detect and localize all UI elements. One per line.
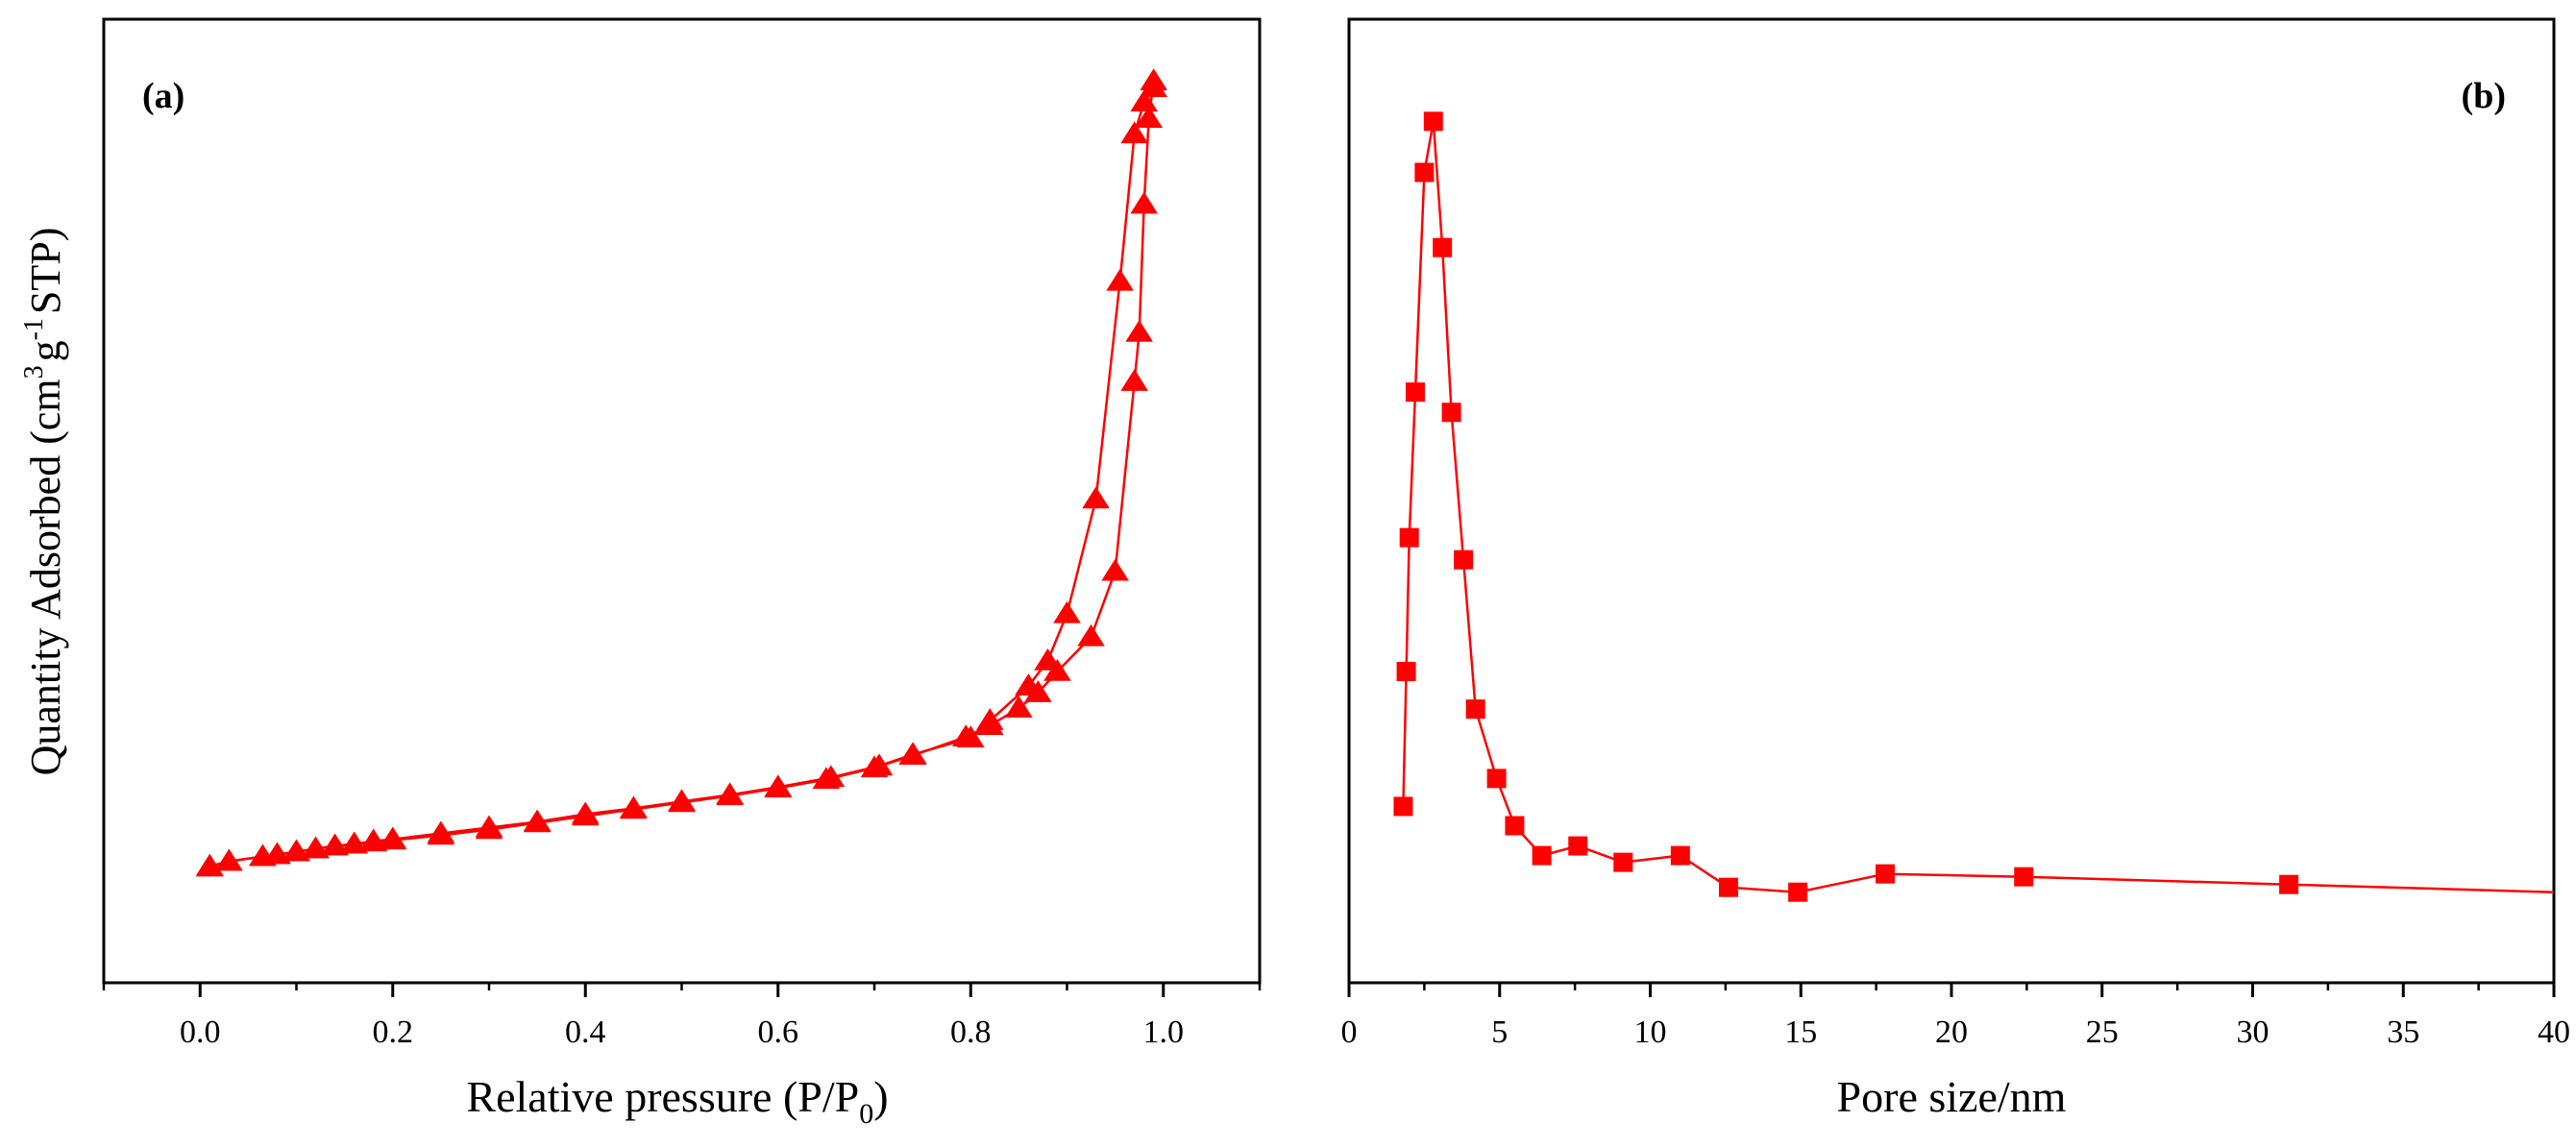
- data-point-square: [1719, 877, 1739, 897]
- data-point-square: [1399, 527, 1419, 548]
- data-point-triangle: [1106, 268, 1134, 291]
- x-tick-label: 0.2: [373, 1014, 414, 1050]
- data-point-square: [1393, 796, 1413, 817]
- y-axis-label-a: Quantity Adsorbed (cm3g-1STP): [19, 228, 69, 776]
- data-point-square: [2279, 874, 2299, 894]
- data-point-triangle: [1130, 191, 1158, 214]
- x-axis-label-b: Pore size/nm: [1837, 1072, 2067, 1121]
- data-point-triangle: [668, 789, 696, 812]
- x-tick-label: 1.0: [1143, 1014, 1185, 1050]
- data-point-triangle: [1077, 623, 1105, 647]
- data-point-triangle: [1125, 319, 1153, 342]
- data-point-triangle: [1034, 647, 1062, 671]
- data-point-triangle: [1130, 89, 1158, 112]
- data-point-triangle: [865, 753, 894, 776]
- data-point-triangle: [523, 809, 552, 832]
- data-point-square: [1505, 816, 1525, 836]
- data-point-square: [1486, 769, 1507, 789]
- x-axis-label-a: Relative pressure (P/P0): [466, 1072, 888, 1130]
- data-point-square: [1414, 162, 1435, 183]
- data-point-triangle: [215, 848, 243, 871]
- data-point-triangle: [764, 774, 793, 797]
- data-point-triangle: [1053, 600, 1081, 623]
- data-point-square: [1423, 111, 1443, 132]
- x-tick-label: 0.0: [180, 1014, 221, 1050]
- data-point-triangle: [1135, 106, 1164, 129]
- series-line-desorption: [209, 86, 1155, 867]
- data-point-square: [1876, 864, 1896, 884]
- data-point-triangle: [956, 725, 985, 747]
- data-point-square: [1433, 237, 1453, 257]
- data-point-square: [1788, 882, 1808, 902]
- data-point-square: [1405, 382, 1425, 403]
- data-point-square: [1465, 699, 1485, 720]
- data-point-square: [2014, 867, 2034, 887]
- data-point-triangle: [898, 742, 927, 765]
- x-tick-label: 0: [1341, 1014, 1358, 1050]
- data-point-triangle: [1005, 696, 1033, 718]
- x-tick-label: 35: [2387, 1014, 2419, 1050]
- data-point-triangle: [620, 795, 648, 818]
- x-tick-label: 30: [2237, 1014, 2269, 1050]
- data-point-square: [1441, 403, 1461, 423]
- series-line-adsorption: [209, 81, 1155, 868]
- data-point-square: [1568, 836, 1588, 856]
- panel-label-b: (b): [2462, 76, 2506, 116]
- data-point-triangle: [1120, 369, 1148, 391]
- data-point-triangle: [1015, 673, 1043, 696]
- x-tick-label: 0.4: [565, 1014, 606, 1050]
- isotherm-panel: 0.0 0.2 0.4 0.6 0.8 1.0 (a) Relative pressure…: [19, 17, 1262, 1130]
- x-tick-label: 40: [2538, 1014, 2570, 1050]
- data-point-triangle: [302, 836, 330, 859]
- data-point-square: [1613, 852, 1633, 872]
- data-point-triangle: [571, 801, 600, 824]
- x-tick-label: 10: [1634, 1014, 1667, 1050]
- data-point-triangle: [249, 843, 277, 867]
- data-point-triangle: [427, 820, 455, 843]
- data-point-square: [1670, 845, 1690, 866]
- data-point-triangle: [359, 828, 387, 851]
- data-point-triangle: [195, 853, 224, 876]
- data-point-triangle: [340, 831, 368, 854]
- data-point-triangle: [976, 708, 1004, 730]
- plot-frame-b: [1347, 17, 2556, 985]
- data-point-square: [1396, 662, 1416, 682]
- x-tick-label: 25: [2086, 1014, 2119, 1050]
- data-point-triangle: [1082, 486, 1110, 509]
- panel-label-a: (a): [142, 76, 184, 116]
- data-point-triangle: [475, 815, 503, 838]
- data-point-square: [1532, 845, 1552, 866]
- x-tick-label: 0.8: [950, 1014, 992, 1050]
- data-point-triangle: [1140, 75, 1168, 97]
- x-tick-label: 5: [1491, 1014, 1508, 1050]
- x-tick-label: 20: [1935, 1014, 1968, 1050]
- data-point-square: [1454, 550, 1474, 570]
- x-tick-label: 0.6: [758, 1014, 799, 1050]
- data-point-triangle: [1101, 558, 1129, 581]
- x-tick-label: 15: [1784, 1014, 1817, 1050]
- data-point-triangle: [716, 782, 744, 805]
- pore-size-panel: 0 5 10 15 20 25 30 35 40 (b) Pore size/nm: [1341, 17, 2570, 1121]
- data-point-triangle: [1120, 121, 1148, 144]
- series-line-pore-size-distribution: [1402, 121, 2555, 893]
- data-point-triangle: [379, 826, 407, 849]
- plot-frame-a: [102, 17, 1262, 985]
- data-point-triangle: [321, 833, 349, 856]
- data-point-triangle: [282, 839, 310, 862]
- data-point-triangle: [817, 765, 846, 788]
